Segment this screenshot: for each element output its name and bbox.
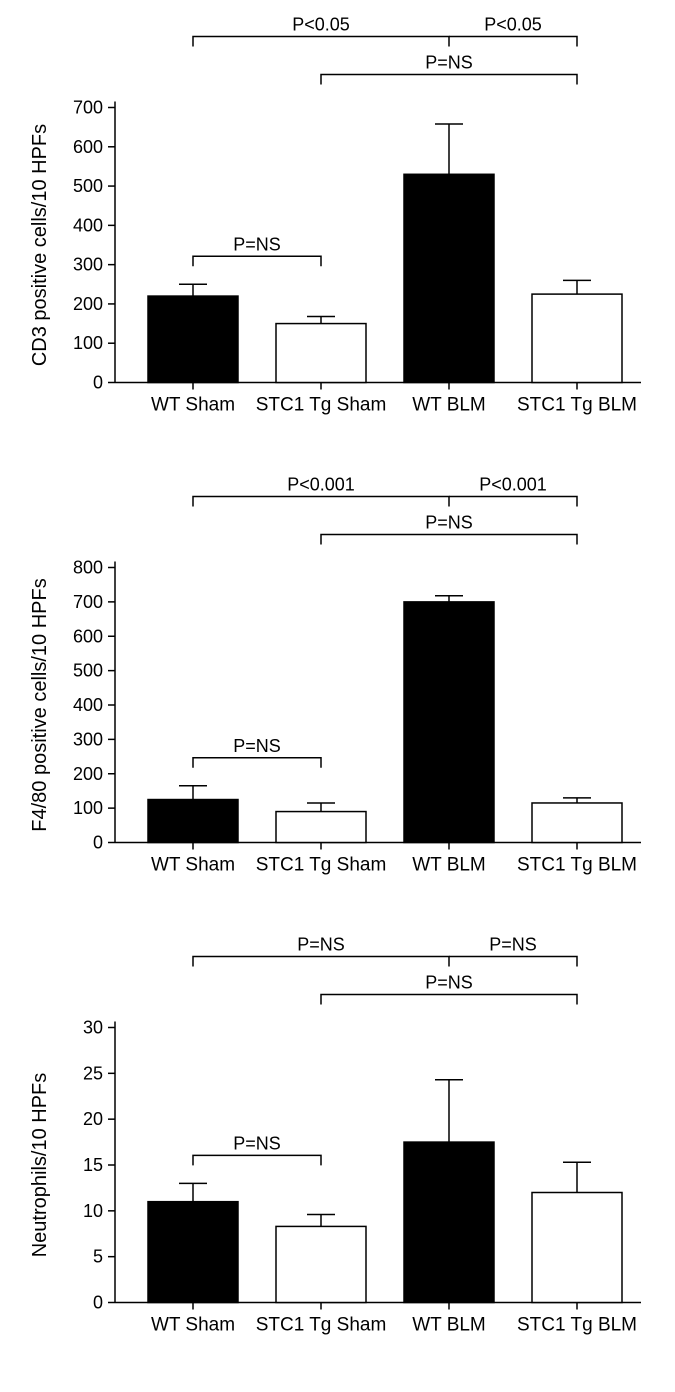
x-category-label: STC1 Tg BLM: [517, 395, 637, 416]
bar: [532, 1193, 622, 1303]
bar: [276, 1226, 366, 1302]
p-value-label: P<0.001: [479, 475, 547, 495]
x-category-label: WT Sham: [151, 395, 235, 416]
bar: [148, 296, 238, 382]
x-category-label: STC1 Tg Sham: [256, 1315, 387, 1336]
p-value-label: P=NS: [425, 973, 473, 993]
p-value-label: P=NS: [233, 736, 281, 756]
bar: [404, 174, 494, 382]
svg-text:0: 0: [93, 373, 103, 393]
y-axis-title: CD3 positive cells/10 HPFs: [29, 124, 51, 366]
p-value-label: P=NS: [425, 513, 473, 533]
bar: [276, 812, 366, 843]
p-value-label: P=NS: [233, 1133, 281, 1153]
svg-text:0: 0: [93, 833, 103, 853]
x-category-label: WT BLM: [412, 1315, 486, 1336]
svg-text:100: 100: [73, 333, 103, 353]
svg-text:5: 5: [93, 1247, 103, 1267]
chart-f480: 0 100 200 300 400 500 600 700 800 F4/80 positive …: [20, 470, 655, 915]
y-axis-title: F4/80 positive cells/10 HPFs: [29, 578, 51, 831]
svg-text:10: 10: [83, 1201, 103, 1221]
svg-text:300: 300: [73, 255, 103, 275]
p-value-label: P<0.05: [484, 15, 542, 35]
svg-text:200: 200: [73, 764, 103, 784]
x-category-label: STC1 Tg BLM: [517, 855, 637, 876]
bar: [532, 803, 622, 843]
svg-text:400: 400: [73, 215, 103, 235]
p-value-label: P=NS: [489, 935, 537, 955]
svg-text:100: 100: [73, 798, 103, 818]
x-category-label: STC1 Tg BLM: [517, 1315, 637, 1336]
x-category-label: WT BLM: [412, 855, 486, 876]
svg-text:600: 600: [73, 626, 103, 646]
p-value-label: P=NS: [297, 935, 345, 955]
svg-text:600: 600: [73, 137, 103, 157]
chart-f480-svg: 0 100 200 300 400 500 600 700 800 F4/80 positive …: [20, 470, 655, 915]
p-value-label: P=NS: [425, 53, 473, 73]
chart-cd3: 0 100 200 300 400 500 600 700 CD3 positive cells…: [20, 10, 655, 455]
p-value-label: P<0.001: [287, 475, 355, 495]
x-category-label: WT Sham: [151, 855, 235, 876]
bar: [148, 800, 238, 843]
svg-text:0: 0: [93, 1293, 103, 1313]
svg-text:400: 400: [73, 695, 103, 715]
svg-text:200: 200: [73, 294, 103, 314]
svg-text:800: 800: [73, 558, 103, 578]
x-category-label: WT Sham: [151, 1315, 235, 1336]
x-category-label: WT BLM: [412, 395, 486, 416]
bar: [404, 1142, 494, 1302]
svg-text:30: 30: [83, 1018, 103, 1038]
svg-text:700: 700: [73, 98, 103, 118]
bar: [404, 602, 494, 843]
chart-neutrophils: 0 5 10 15 20 25 30 Neutrophils/10 HPFs WT Sham ST…: [20, 930, 655, 1375]
bar: [276, 324, 366, 383]
p-value-label: P=NS: [233, 234, 281, 254]
svg-text:500: 500: [73, 176, 103, 196]
svg-text:300: 300: [73, 729, 103, 749]
svg-text:20: 20: [83, 1109, 103, 1129]
chart-neutrophils-svg: 0 5 10 15 20 25 30 Neutrophils/10 HPFs WT Sham ST…: [20, 930, 655, 1375]
x-category-label: STC1 Tg Sham: [256, 855, 387, 876]
y-axis-title: Neutrophils/10 HPFs: [29, 1073, 51, 1258]
svg-text:15: 15: [83, 1155, 103, 1175]
svg-text:25: 25: [83, 1063, 103, 1083]
chart-cd3-svg: 0 100 200 300 400 500 600 700 CD3 positive cells…: [20, 10, 655, 455]
bar: [532, 294, 622, 382]
svg-text:700: 700: [73, 592, 103, 612]
p-value-label: P<0.05: [292, 15, 350, 35]
svg-text:500: 500: [73, 661, 103, 681]
bar: [148, 1202, 238, 1303]
x-category-label: STC1 Tg Sham: [256, 395, 387, 416]
